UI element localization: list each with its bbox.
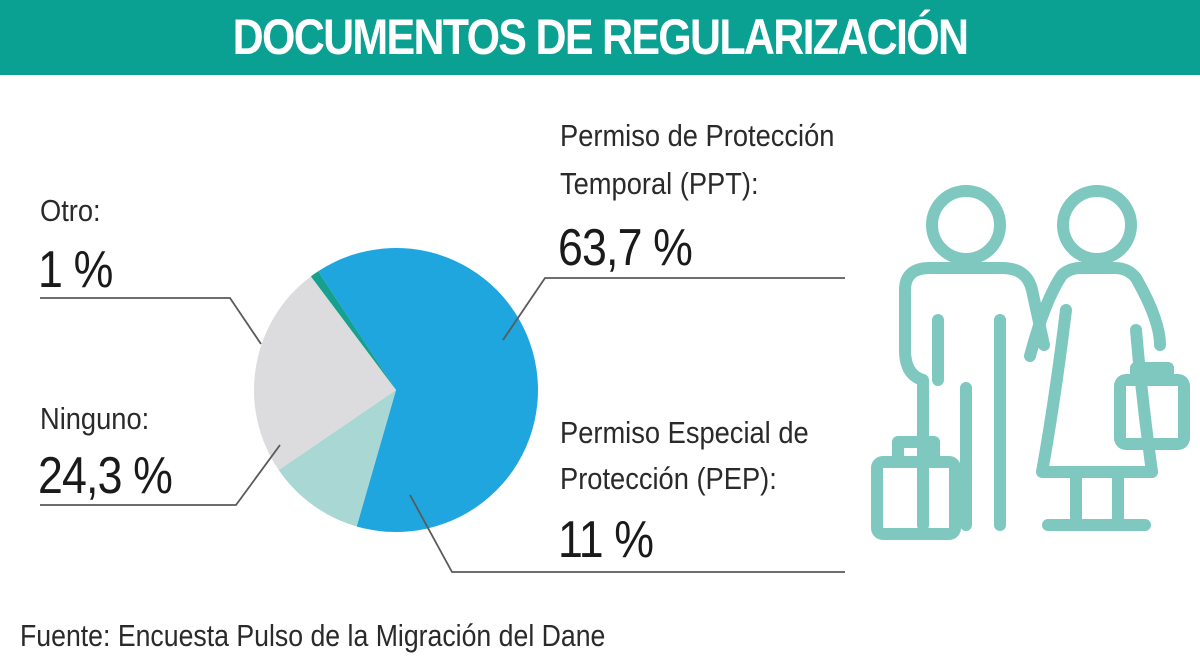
header-bar: DOCUMENTOS DE REGULARIZACIÓN [0,0,1200,75]
slice-value-pep: 11 % [558,511,654,569]
leader-line-ninguno [40,444,281,506]
leader-line-otro [40,297,262,345]
slice-label-otro: Otro: [40,193,101,228]
pie-slice-otro [310,271,396,390]
pie-slice-ninguno [254,276,396,471]
slice-label-ninguno: Ninguno: [40,401,150,436]
leader-line-ppt [502,277,845,341]
slice-label-pep-line1: Permiso Especial de [560,415,809,450]
slice-value-otro: 1 % [38,241,113,299]
page-title: DOCUMENTOS DE REGULARIZACIÓN [232,9,969,65]
pie-slice-ppt [318,247,538,532]
slice-label-ppt-line1: Permiso de Protección [560,118,835,153]
leader-line-pep [409,494,845,573]
slice-label-ppt-line2: Temporal (PPT): [560,166,759,201]
slice-value-ppt: 63,7 % [558,219,693,277]
slice-value-ninguno: 24,3 % [38,447,173,505]
source-note: Fuente: Encuesta Pulso de la Migración d… [20,618,606,653]
slice-label-pep-line2: Protección (PEP): [560,461,777,496]
pie-slice-pep [278,390,396,527]
